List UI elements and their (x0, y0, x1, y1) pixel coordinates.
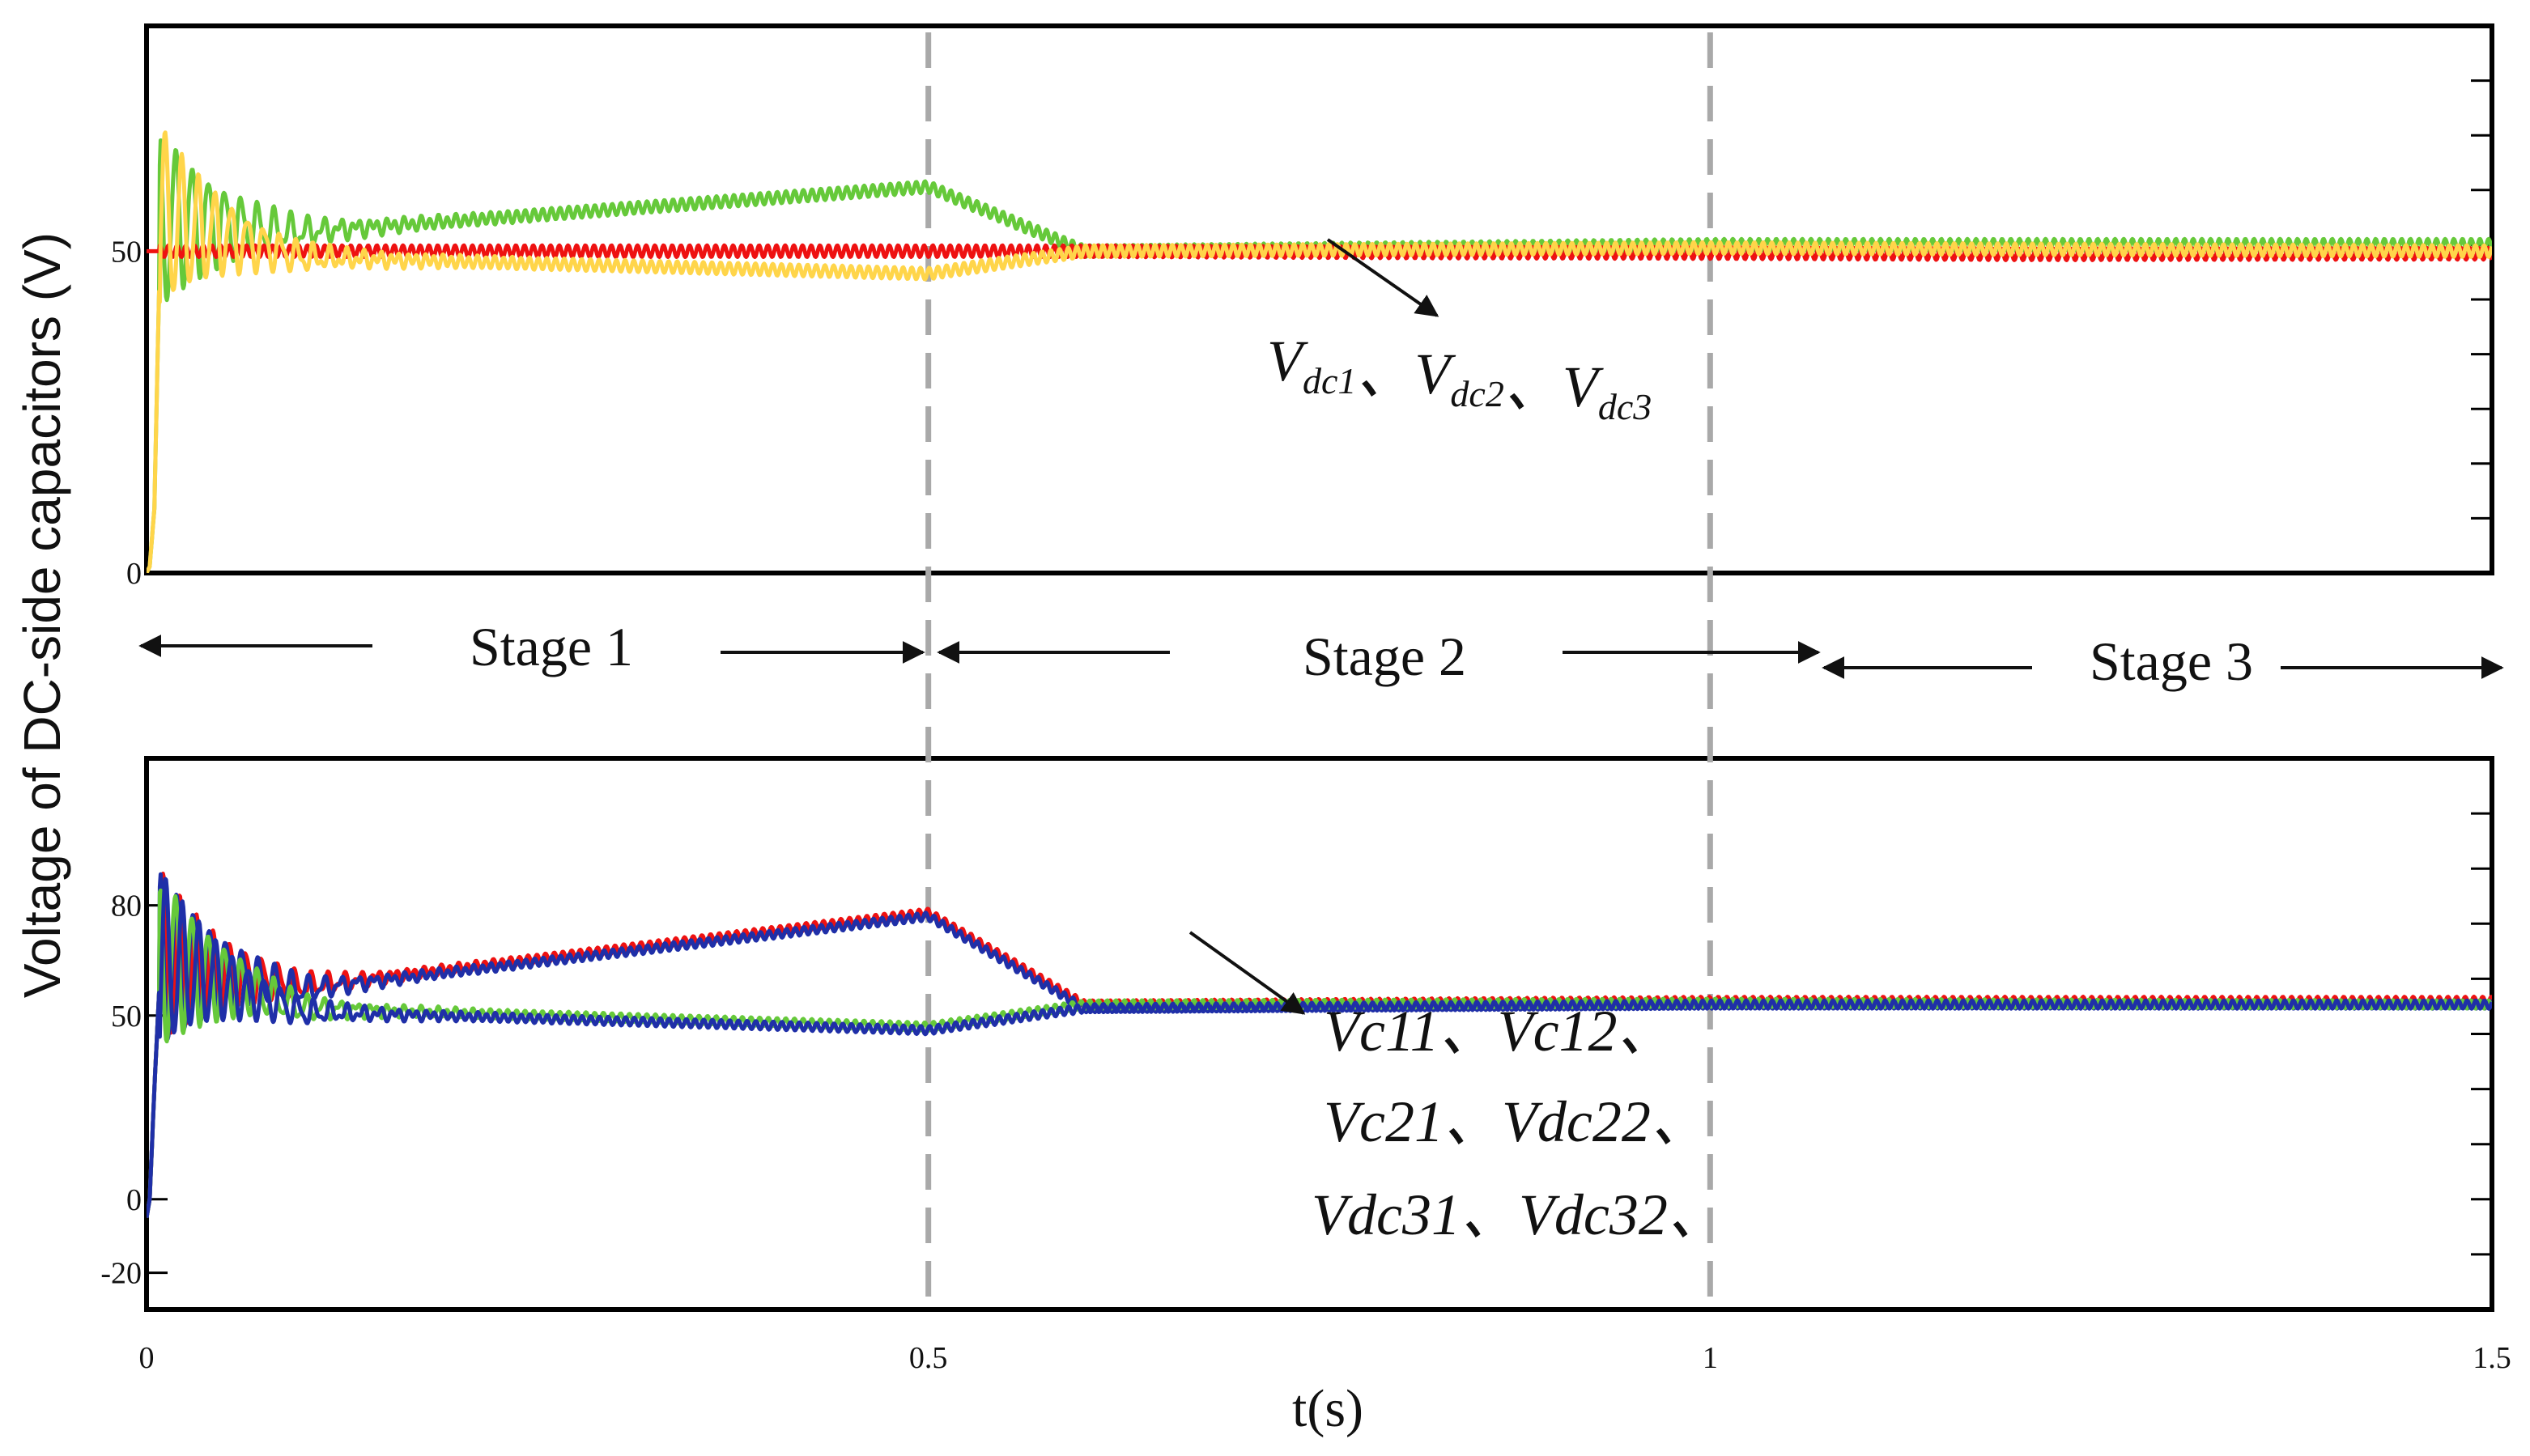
y-tick-label: 50 (111, 235, 142, 269)
annotation-subscript: dc3 (1598, 386, 1652, 427)
y-tick-label: -20 (100, 1257, 142, 1291)
series-line-vdc1 (147, 138, 2492, 573)
annotation-bottom-line: Vdc31、Vdc32、 (1312, 1182, 1726, 1247)
series-line-vdc3 (147, 130, 2492, 573)
annotation-separator: 、 (1356, 342, 1414, 406)
annotation-arrow-top (1326, 238, 1439, 317)
y-tick-label: 0 (126, 557, 142, 591)
annotation-arrow-bottom (1188, 931, 1306, 1015)
panel-bottom-series (147, 872, 2492, 1218)
annotation-bottom-line: Vc21、Vdc22、 (1324, 1089, 1709, 1154)
series-line-vc21 (147, 872, 2492, 1218)
stage-label-1: Stage 1 (470, 616, 633, 677)
y-tick-label: 0 (126, 1183, 142, 1217)
annotation-bottom-line: Vc11、Vc12、 (1324, 999, 1676, 1063)
stage-label-2: Stage 2 (1303, 626, 1466, 687)
annotation-subscript: dc2 (1450, 373, 1503, 414)
series-line-vc12 (147, 888, 2492, 1218)
annotation-top: Vdc1、Vdc2、Vdc3 (1267, 329, 1652, 427)
annotation-symbol: V (1563, 354, 1604, 419)
panel-top-series (147, 130, 2492, 573)
y-axis-label: Voltage of DC-side capacitors (V) (13, 232, 71, 998)
annotation-symbol: V (1414, 342, 1456, 406)
x-tick-label: 1.5 (2473, 1341, 2511, 1375)
annotation-symbol: V (1267, 329, 1308, 393)
series-line-vdc22 (147, 877, 2492, 1218)
x-tick-label: 1 (1703, 1341, 1718, 1375)
x-tick-label: 0.5 (909, 1341, 948, 1375)
panel-top-frame (144, 23, 2494, 575)
series-line-vc11 (147, 872, 2492, 1218)
y-tick-label: 50 (111, 1000, 142, 1034)
x-axis-label: t(s) (1292, 1379, 1363, 1438)
stage-label-3: Stage 3 (2090, 630, 2253, 692)
annotation-subscript: dc1 (1303, 360, 1356, 401)
annotation-separator: 、 (1504, 354, 1563, 419)
y-tick-label: 80 (111, 889, 142, 923)
x-tick-label: 0 (139, 1341, 155, 1375)
